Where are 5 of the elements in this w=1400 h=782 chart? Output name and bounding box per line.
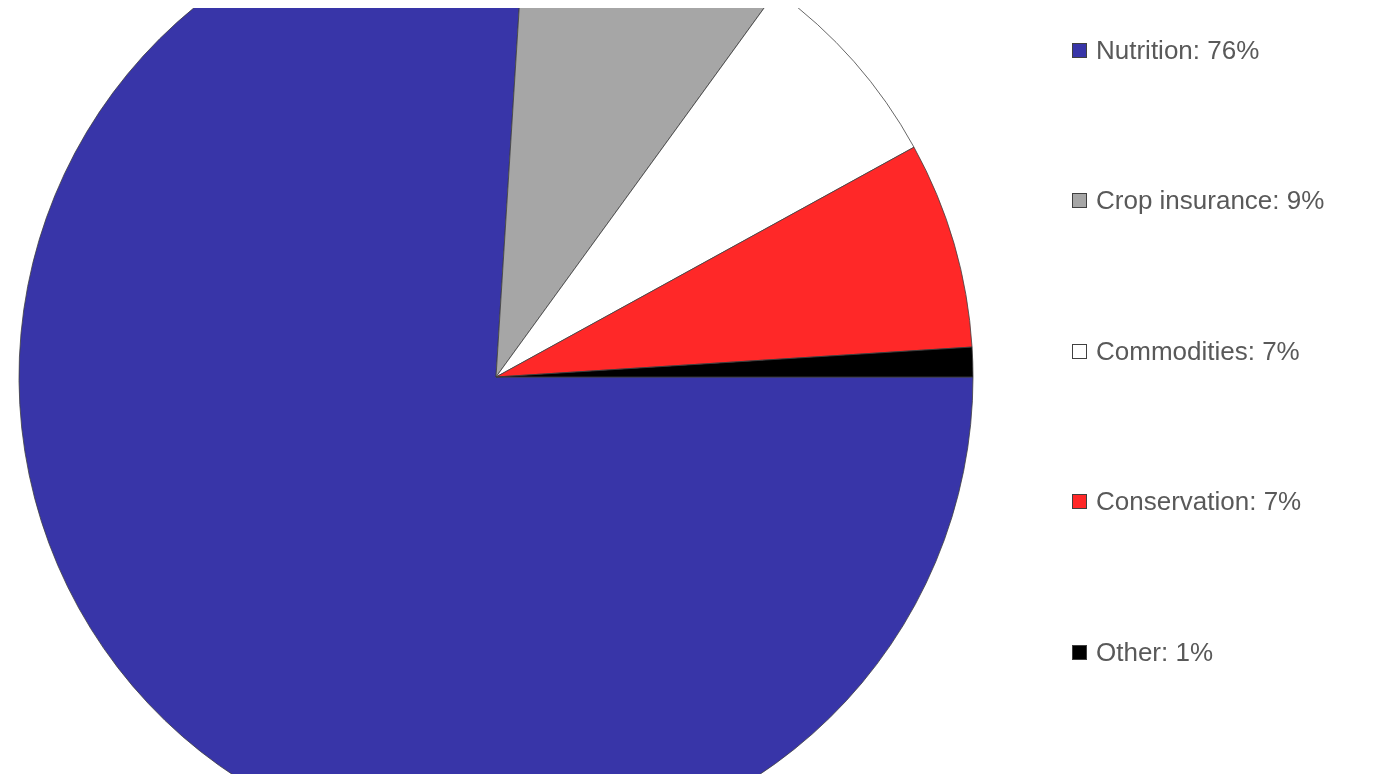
legend-label: Nutrition: 76% bbox=[1096, 34, 1260, 66]
legend-label: Conservation: 7% bbox=[1096, 486, 1302, 517]
legend-label: Crop insurance: 9% bbox=[1096, 185, 1325, 216]
legend-label: Other: 1% bbox=[1096, 636, 1214, 668]
legend-label: Commodities: 7% bbox=[1096, 335, 1300, 367]
